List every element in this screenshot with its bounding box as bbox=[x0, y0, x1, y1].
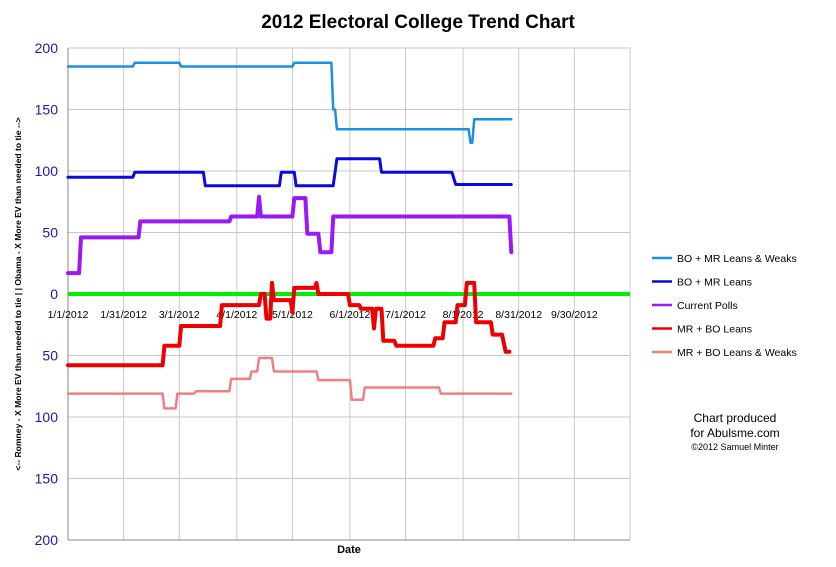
y-tick-label: 100 bbox=[35, 163, 59, 179]
y-tick-label: 150 bbox=[35, 102, 59, 118]
y-tick-label: 0 bbox=[50, 286, 58, 302]
x-tick-label: 4/1/2012 bbox=[216, 309, 257, 321]
legend-label: BO + MR Leans bbox=[677, 277, 752, 289]
y-tick-label: 150 bbox=[35, 471, 59, 487]
chart-title: 2012 Electoral College Trend Chart bbox=[261, 12, 575, 33]
x-tick-label: 3/1/2012 bbox=[159, 309, 200, 321]
legend-label: BO + MR Leans & Weaks bbox=[677, 253, 797, 265]
y-tick-label: 50 bbox=[42, 348, 58, 364]
legend: BO + MR Leans & Weaks BO + MR Leans Curren… bbox=[652, 253, 797, 359]
y-tick-label: 50 bbox=[42, 225, 58, 241]
series-line-1 bbox=[66, 61, 513, 144]
credit-line-2: for Abulsme.com bbox=[690, 426, 780, 440]
x-axis-label: Date bbox=[337, 544, 361, 556]
series-line-4 bbox=[66, 280, 512, 368]
credit-line-1: Chart produced bbox=[693, 411, 777, 425]
series-line-2 bbox=[66, 157, 513, 188]
x-tick-label: 7/1/2012 bbox=[385, 309, 426, 321]
y-tick-labels: 200 150 100 50 0 50 100 150 200 bbox=[35, 40, 59, 548]
x-tick-label: 1/1/2012 bbox=[48, 309, 89, 321]
legend-label: MR + BO Leans & Weaks bbox=[677, 347, 797, 359]
legend-label: Current Polls bbox=[677, 300, 738, 312]
x-tick-label: 6/1/2012 bbox=[329, 309, 370, 321]
y-tick-label: 200 bbox=[35, 40, 59, 56]
x-tick-labels: 1/1/2012 1/31/2012 3/1/2012 4/1/2012 5/1/201… bbox=[48, 309, 598, 321]
y-tick-label: 200 bbox=[35, 532, 59, 548]
x-tick-label: 8/31/2012 bbox=[495, 309, 542, 321]
chart-credit: Chart produced for Abulsme.com ©2012 Sam… bbox=[665, 411, 805, 454]
series-lines bbox=[66, 61, 514, 410]
y-axis-label: <-- Romney - X More EV than needed to ti… bbox=[13, 117, 23, 470]
x-tick-label: 8/1/2012 bbox=[443, 309, 484, 321]
x-tick-label: 9/30/2012 bbox=[551, 309, 598, 321]
series-line-5 bbox=[66, 356, 513, 410]
legend-label: MR + BO Leans bbox=[677, 324, 752, 336]
series-line-3 bbox=[66, 194, 514, 276]
x-tick-label: 1/31/2012 bbox=[100, 309, 147, 321]
x-tick-label: 5/1/2012 bbox=[272, 309, 313, 321]
credit-line-3: ©2012 Samuel Minter bbox=[691, 442, 779, 452]
y-tick-label: 100 bbox=[35, 409, 59, 425]
